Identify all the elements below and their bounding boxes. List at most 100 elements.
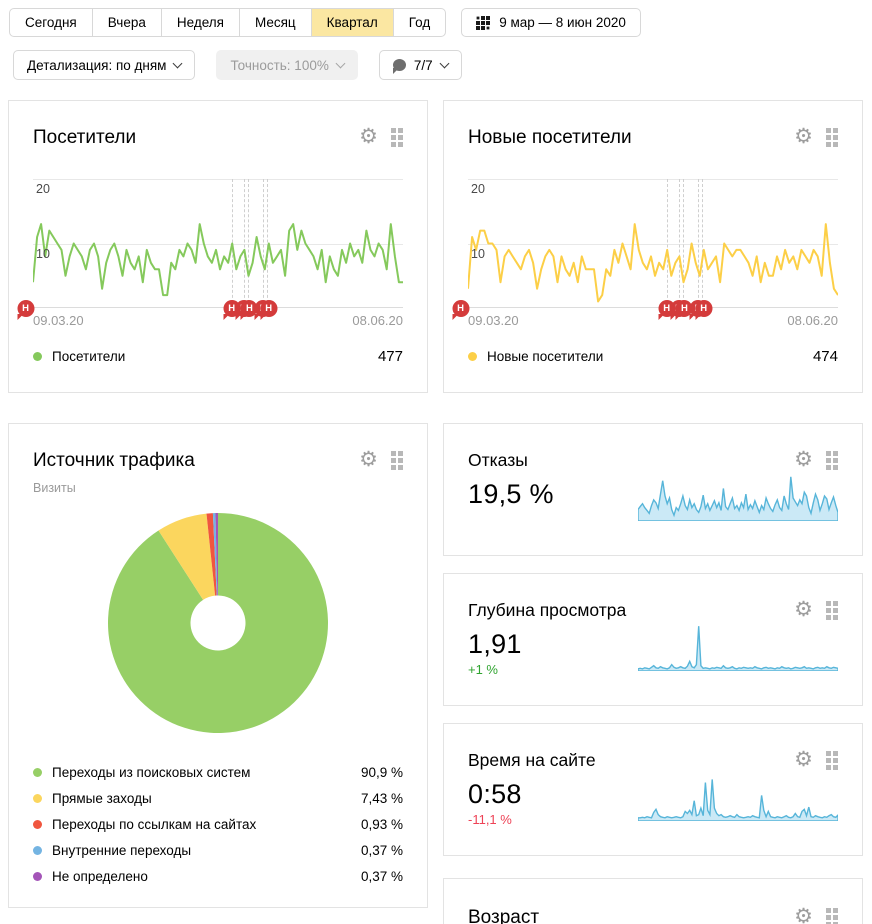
traffic-sources-title: Источник трафика xyxy=(33,450,195,471)
series-color-dot xyxy=(33,767,42,777)
period-tab-quarter[interactable]: Квартал xyxy=(310,8,394,37)
period-tab-year[interactable]: Год xyxy=(392,8,447,37)
time-on-site-widget: Время на сайте ⚙ 0:58 -11,1 % xyxy=(443,723,863,856)
axis-baseline xyxy=(33,307,403,308)
visitors-line-chart[interactable]: 20 10 НННННН xyxy=(17,179,403,320)
time-on-site-sparkline[interactable] xyxy=(637,773,839,822)
legend-label: Переходы по ссылкам на сайтах xyxy=(52,816,257,832)
widget-drag-handle-icon[interactable] xyxy=(826,907,838,924)
x-axis-start-label: 09.03.20 xyxy=(33,313,84,328)
detail-dropdown[interactable]: Детализация: по дням xyxy=(13,50,196,80)
gridline xyxy=(33,179,403,180)
note-marker-badge[interactable]: Н xyxy=(675,300,693,320)
new-visitors-legend-item[interactable]: Новые посетители 474 xyxy=(468,348,838,365)
legend-value: 7,43 % xyxy=(360,790,403,806)
options-toolbar: Детализация: по дням Точность: 100% 7/7 xyxy=(13,50,462,80)
legend-label: Посетители xyxy=(52,349,126,364)
widget-drag-handle-icon[interactable] xyxy=(391,127,403,147)
widget-settings-gear-icon[interactable]: ⚙ xyxy=(359,125,378,148)
page-depth-title: Глубина просмотра xyxy=(468,600,627,620)
y-axis-tick: 10 xyxy=(36,246,50,261)
period-tab-week[interactable]: Неделя xyxy=(160,8,240,37)
time-on-site-value: 0:58 xyxy=(468,779,522,809)
legend-item-referral[interactable]: Переходы по ссылкам на сайтах 0,93 % xyxy=(33,811,403,837)
visitors-series xyxy=(32,179,403,308)
time-on-site-delta: -11,1 % xyxy=(468,812,512,827)
age-widget: Возраст ⚙ xyxy=(443,878,863,924)
note-marker-badge[interactable]: Н xyxy=(695,300,713,320)
widget-settings-gear-icon[interactable]: ⚙ xyxy=(794,598,813,621)
new-visitors-line-chart[interactable]: 20 10 НННННН xyxy=(452,179,839,320)
detail-dropdown-label: Детализация: по дням xyxy=(27,57,167,73)
y-axis-tick: 10 xyxy=(471,246,485,261)
period-toolbar: Сегодня Вчера Неделя Месяц Квартал Год 9… xyxy=(9,8,641,37)
visitors-legend-item[interactable]: Посетители 477 xyxy=(33,348,403,365)
chevron-down-icon xyxy=(439,58,450,68)
traffic-sources-legend: Переходы из поисковых систем 90,9 % Прям… xyxy=(33,759,403,889)
date-range-button[interactable]: 9 мар — 8 июн 2020 xyxy=(461,8,641,37)
chevron-down-icon xyxy=(335,58,346,68)
widget-drag-handle-icon[interactable] xyxy=(391,450,403,470)
note-guide-line xyxy=(682,179,684,308)
page-depth-widget: Глубина просмотра ⚙ 1,91 +1 % xyxy=(443,573,863,706)
period-tab-month[interactable]: Месяц xyxy=(238,8,312,37)
y-axis-tick: 20 xyxy=(471,182,485,196)
note-guide-line xyxy=(666,179,668,308)
legend-item-internal[interactable]: Внутренние переходы 0,37 % xyxy=(33,837,403,863)
note-guide-line xyxy=(702,179,704,308)
period-tab-yesterday[interactable]: Вчера xyxy=(91,8,162,37)
accuracy-dropdown[interactable]: Точность: 100% xyxy=(216,50,358,80)
note-guide-line xyxy=(678,179,680,308)
page-depth-sparkline[interactable] xyxy=(637,623,839,672)
axis-baseline xyxy=(468,307,838,308)
note-marker-badge[interactable]: Н xyxy=(260,300,278,320)
age-widget-title: Возраст xyxy=(468,907,540,924)
series-color-dot xyxy=(468,352,477,361)
widget-drag-handle-icon[interactable] xyxy=(826,450,838,470)
legend-label: Внутренние переходы xyxy=(52,842,192,858)
note-guide-line xyxy=(267,179,269,308)
legend-item-direct[interactable]: Прямые заходы 7,43 % xyxy=(33,785,403,811)
widget-settings-gear-icon[interactable]: ⚙ xyxy=(359,448,378,471)
widget-settings-gear-icon[interactable]: ⚙ xyxy=(794,905,813,924)
widget-settings-gear-icon[interactable]: ⚙ xyxy=(794,125,813,148)
bounce-rate-sparkline[interactable] xyxy=(637,473,839,522)
period-tab-today[interactable]: Сегодня xyxy=(9,8,93,37)
time-on-site-title: Время на сайте xyxy=(468,750,596,770)
widget-settings-gear-icon[interactable]: ⚙ xyxy=(794,748,813,771)
legend-item-search[interactable]: Переходы из поисковых систем 90,9 % xyxy=(33,759,403,785)
new-visitors-series xyxy=(467,179,839,308)
accuracy-dropdown-label: Точность: 100% xyxy=(230,57,329,73)
gridline xyxy=(33,243,403,245)
traffic-sources-widget: Источник трафика ⚙ Визиты Переходы из по… xyxy=(8,423,428,908)
legend-value: 0,37 % xyxy=(360,842,403,858)
legend-value: 0,93 % xyxy=(360,816,403,832)
x-axis-end-label: 08.06.20 xyxy=(352,313,403,328)
new-visitors-total-value: 474 xyxy=(812,348,838,365)
traffic-sources-donut-chart[interactable] xyxy=(107,513,328,733)
visitors-total-value: 477 xyxy=(377,348,403,365)
series-color-dot xyxy=(33,845,42,855)
legend-label: Переходы из поисковых систем xyxy=(52,764,251,780)
widget-drag-handle-icon[interactable] xyxy=(826,600,838,620)
note-marker-badge[interactable]: Н xyxy=(17,300,35,320)
widget-drag-handle-icon[interactable] xyxy=(826,127,838,147)
page-depth-delta: +1 % xyxy=(468,662,498,677)
new-visitors-widget-title: Новые посетители xyxy=(468,127,632,148)
bounce-rate-widget: Отказы ⚙ 19,5 % xyxy=(443,423,863,556)
series-color-dot xyxy=(33,793,42,803)
legend-label: Прямые заходы xyxy=(52,790,152,806)
widget-settings-gear-icon[interactable]: ⚙ xyxy=(794,448,813,471)
series-color-dot xyxy=(33,352,42,361)
comments-dropdown[interactable]: 7/7 xyxy=(378,50,462,80)
note-marker-badge[interactable]: Н xyxy=(240,300,258,320)
x-axis-end-label: 08.06.20 xyxy=(787,313,838,328)
x-axis-start-label: 09.03.20 xyxy=(468,313,519,328)
legend-label: Не определено xyxy=(52,868,148,884)
gridline xyxy=(468,179,838,180)
y-axis-tick: 20 xyxy=(36,182,50,196)
legend-item-undefined[interactable]: Не определено 0,37 % xyxy=(33,863,403,889)
widget-drag-handle-icon[interactable] xyxy=(826,750,838,770)
note-guide-line xyxy=(243,179,245,308)
note-marker-badge[interactable]: Н xyxy=(452,300,470,320)
